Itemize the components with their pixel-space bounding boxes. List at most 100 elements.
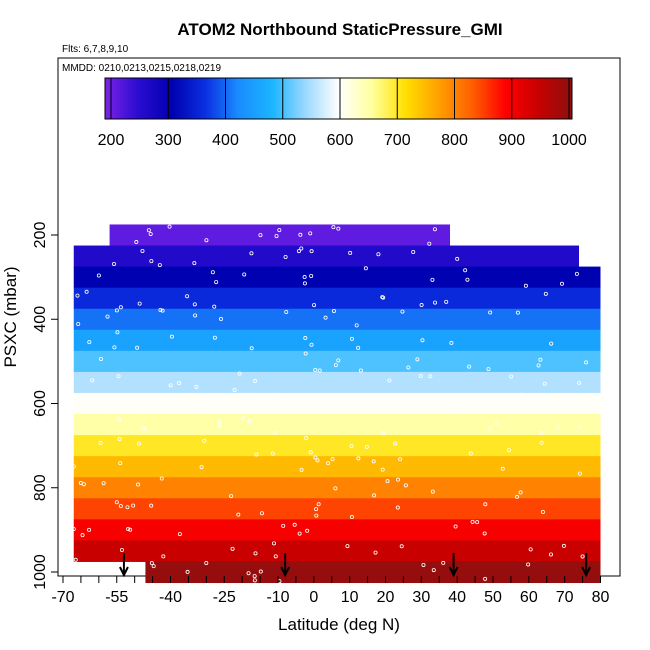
flight-arrow bbox=[581, 553, 592, 578]
observation-point bbox=[540, 510, 545, 515]
observation-point bbox=[411, 250, 416, 255]
observation-point bbox=[441, 560, 446, 565]
observation-point bbox=[548, 552, 553, 557]
observation-point bbox=[212, 304, 217, 309]
x-axis-label: Latitude (deg N) bbox=[278, 615, 400, 634]
observation-point bbox=[395, 505, 400, 510]
observation-point bbox=[118, 504, 123, 509]
observation-point bbox=[126, 527, 131, 532]
observation-point bbox=[356, 456, 361, 461]
observation-point bbox=[193, 313, 198, 318]
observation-point bbox=[331, 308, 336, 313]
observation-point bbox=[87, 340, 92, 345]
observation-point bbox=[453, 524, 458, 529]
observation-point bbox=[131, 503, 136, 508]
observation-point bbox=[177, 380, 182, 385]
observation-point bbox=[217, 419, 222, 424]
observation-point bbox=[428, 374, 433, 379]
observation-point bbox=[430, 489, 435, 494]
observation-point bbox=[237, 371, 242, 376]
y-tick-label: 600 bbox=[32, 390, 49, 417]
observation-point bbox=[354, 323, 359, 328]
flight-arrows bbox=[119, 553, 592, 578]
colorbar-tick-label: 400 bbox=[212, 132, 239, 149]
observation-point bbox=[192, 403, 197, 408]
observation-point bbox=[455, 256, 460, 261]
x-tick-label: 80 bbox=[592, 589, 610, 606]
observation-point bbox=[421, 562, 426, 567]
observation-point bbox=[202, 438, 207, 443]
observation-point bbox=[387, 378, 392, 383]
observation-point bbox=[136, 482, 141, 487]
observation-point bbox=[385, 479, 390, 484]
observation-point bbox=[168, 383, 173, 388]
observation-point bbox=[354, 397, 359, 402]
x-tick-label: 30 bbox=[412, 589, 430, 606]
observation-point bbox=[80, 533, 85, 538]
observation-point bbox=[482, 531, 487, 536]
observation-point bbox=[230, 546, 235, 551]
observation-point bbox=[545, 394, 550, 399]
observation-point bbox=[161, 554, 166, 559]
observation-point bbox=[520, 392, 525, 397]
flights-label: Flts: 6,7,8,9,10 bbox=[62, 44, 129, 55]
observation-point bbox=[105, 314, 110, 319]
heatmap-band-1000 bbox=[145, 561, 601, 584]
observation-point bbox=[298, 232, 303, 237]
observation-point bbox=[78, 481, 83, 486]
observation-point bbox=[199, 465, 204, 470]
observation-point bbox=[270, 451, 275, 456]
observation-point bbox=[380, 467, 385, 472]
observation-point bbox=[140, 248, 145, 253]
observation-point bbox=[103, 405, 108, 410]
observation-point bbox=[125, 505, 130, 510]
observation-point bbox=[292, 522, 297, 527]
observation-point bbox=[219, 317, 224, 322]
observation-point bbox=[71, 464, 76, 469]
heatmap-band-700 bbox=[73, 435, 601, 457]
observation-point bbox=[118, 461, 123, 466]
observation-point bbox=[330, 457, 335, 462]
observation-point bbox=[349, 444, 354, 449]
x-tick-label: -40 bbox=[159, 589, 182, 606]
colorbar-tick-label: 1000 bbox=[551, 132, 587, 149]
observation-point bbox=[284, 310, 289, 315]
observation-point bbox=[430, 277, 435, 282]
observation-point bbox=[204, 560, 209, 565]
x-tick-label: -70 bbox=[51, 589, 74, 606]
observation-point bbox=[419, 303, 424, 308]
observation-point bbox=[115, 330, 120, 335]
observation-point bbox=[381, 295, 386, 300]
observation-point bbox=[274, 234, 279, 239]
x-tick-label: 60 bbox=[520, 589, 538, 606]
observation-point bbox=[578, 424, 583, 429]
observation-point bbox=[259, 511, 264, 516]
observation-point bbox=[393, 441, 398, 446]
observation-point bbox=[204, 238, 209, 243]
observation-point bbox=[449, 340, 454, 345]
observation-point bbox=[577, 471, 582, 476]
flight-arrow bbox=[448, 553, 459, 578]
heatmap-band-250 bbox=[73, 245, 579, 268]
observation-point bbox=[333, 486, 338, 491]
observation-point bbox=[302, 275, 307, 280]
observation-point bbox=[418, 374, 423, 379]
observation-point bbox=[415, 357, 420, 362]
observation-point bbox=[345, 544, 350, 549]
observation-point bbox=[515, 310, 520, 315]
observation-point bbox=[117, 417, 122, 422]
colorbar-tick-label: 600 bbox=[327, 132, 354, 149]
observation-point bbox=[549, 341, 554, 346]
observation-point bbox=[406, 365, 411, 370]
observation-point bbox=[308, 450, 313, 455]
observation-point bbox=[518, 490, 523, 495]
observation-point bbox=[314, 507, 319, 512]
observation-point bbox=[316, 502, 321, 507]
observation-point bbox=[149, 503, 154, 508]
heatmap-band-300 bbox=[73, 266, 601, 289]
observation-point bbox=[515, 494, 520, 499]
heatmap-band-650 bbox=[73, 414, 601, 436]
chart-title: ATOM2 Northbound StaticPressure_GMI bbox=[177, 20, 502, 39]
observation-point bbox=[475, 520, 480, 525]
